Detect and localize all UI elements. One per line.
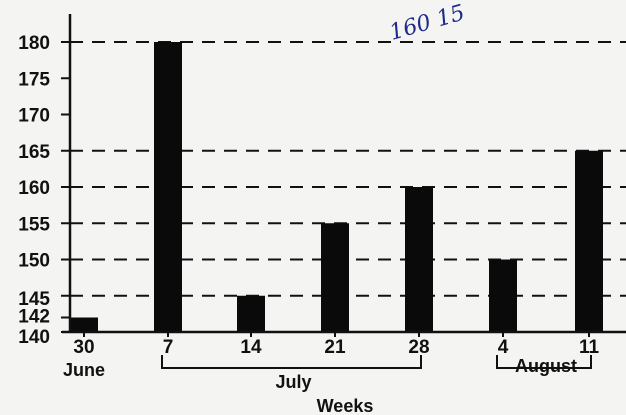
x-tick-label-28: 28: [408, 337, 429, 358]
bar-30: [70, 317, 98, 332]
bracket-july: [161, 355, 422, 369]
x-tick-label-11: 11: [579, 337, 600, 358]
bar-4: [489, 259, 517, 332]
bar-21: [321, 223, 349, 332]
y-tick-label-180: 180: [18, 33, 50, 54]
bar-28: [405, 187, 433, 332]
x-axis-label: Weeks: [317, 396, 374, 415]
bar-11: [575, 150, 603, 332]
y-tick-label-150: 150: [18, 251, 50, 272]
y-tick-label-165: 165: [18, 142, 50, 163]
handwritten-note: 160 15: [387, 1, 468, 46]
month-groups: June July August: [63, 355, 592, 392]
y-tick-label-145: 145: [18, 289, 50, 310]
bars: [70, 42, 603, 332]
x-tick-label-4: 4: [498, 337, 509, 358]
y-tick-label-175: 175: [18, 69, 50, 90]
x-tick-label-14: 14: [240, 337, 262, 358]
x-tick-label-30: 30: [73, 337, 94, 358]
x-tick-label-7: 7: [163, 337, 174, 358]
bracket-august: [496, 355, 592, 369]
y-tick-label-142: 142: [18, 307, 50, 328]
bar-7: [154, 42, 182, 332]
y-tick-label-170: 170: [18, 106, 50, 127]
month-label-august: August: [515, 356, 577, 376]
y-tick-label-160: 160: [18, 178, 50, 199]
x-tick-label-21: 21: [324, 337, 346, 358]
bar-14: [237, 295, 265, 332]
y-tick-label-155: 155: [18, 214, 50, 235]
x-ticks: 30 7 14 21 28 4 11: [73, 332, 599, 358]
month-label-june: June: [63, 360, 105, 380]
month-label-july: July: [275, 372, 311, 392]
axes: [62, 14, 626, 334]
y-tick-label-140: 140: [18, 327, 50, 348]
